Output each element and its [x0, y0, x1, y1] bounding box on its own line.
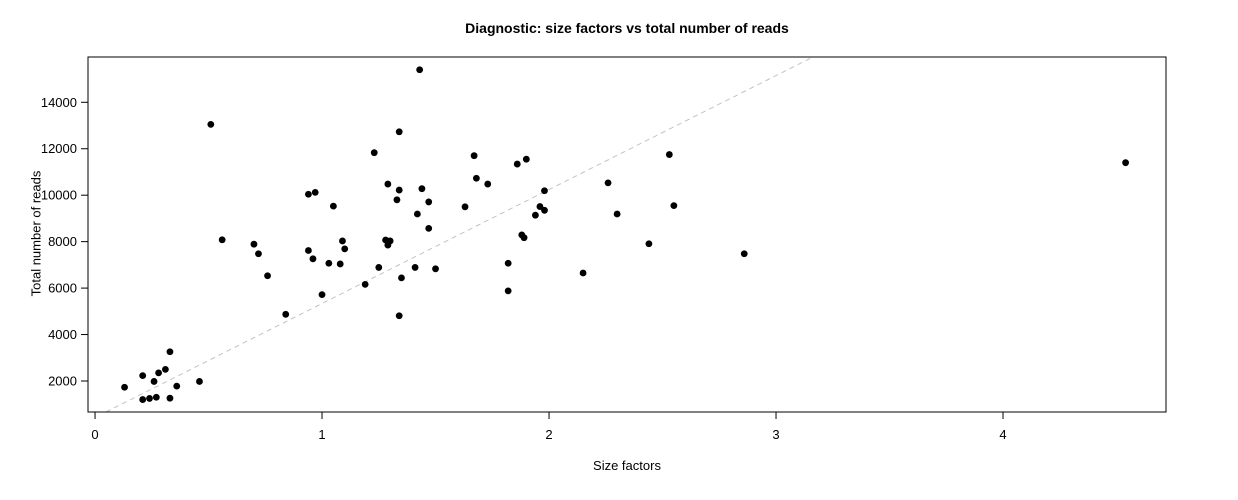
- y-tick-label: 14000: [41, 95, 77, 110]
- data-point: [155, 369, 162, 377]
- data-point: [173, 382, 181, 390]
- data-point: [418, 185, 426, 193]
- data-point: [218, 236, 226, 244]
- data-point: [740, 250, 748, 258]
- y-tick-label: 10000: [41, 188, 77, 203]
- data-point: [250, 240, 258, 248]
- data-point: [395, 312, 403, 320]
- x-tick-label: 3: [772, 427, 779, 442]
- x-tick-label: 2: [545, 427, 552, 442]
- data-point: [541, 187, 548, 195]
- data-point: [196, 378, 203, 385]
- y-tick-label: 8000: [48, 234, 77, 249]
- x-tick-label: 1: [318, 427, 325, 442]
- data-point: [309, 255, 317, 263]
- chart-title: Diagnostic: size factors vs total number…: [465, 20, 789, 36]
- y-axis-title: Total number of reads: [28, 170, 44, 297]
- data-point: [311, 189, 319, 196]
- data-point: [325, 259, 333, 267]
- y-tick-label: 6000: [48, 281, 77, 296]
- data-point: [413, 210, 421, 218]
- data-point: [318, 291, 326, 298]
- data-point: [398, 274, 405, 282]
- data-point: [520, 234, 528, 242]
- data-point: [305, 247, 312, 254]
- data-point: [375, 264, 383, 271]
- data-point: [139, 396, 147, 403]
- data-point: [282, 310, 290, 318]
- data-point: [613, 210, 621, 218]
- data-point: [536, 203, 544, 210]
- data-point: [461, 203, 469, 211]
- data-point: [484, 180, 492, 188]
- x-axis-title: Size factors: [593, 458, 661, 473]
- data-point: [329, 202, 337, 210]
- data-point: [665, 151, 673, 158]
- data-point: [146, 395, 153, 402]
- data-point: [393, 196, 401, 204]
- y-tick-label: 12000: [41, 141, 77, 156]
- data-point: [139, 372, 147, 380]
- data-point: [370, 149, 378, 157]
- data-point: [1122, 159, 1129, 167]
- data-point: [305, 190, 312, 198]
- data-point: [645, 240, 653, 248]
- data-point: [432, 265, 439, 273]
- data-point: [395, 186, 403, 194]
- y-tick-label: 4000: [48, 327, 77, 342]
- data-point: [361, 280, 369, 288]
- reference-line: [105, 56, 814, 413]
- data-point: [579, 269, 587, 277]
- data-point: [207, 120, 215, 128]
- data-point: [604, 179, 612, 187]
- data-point: [504, 259, 512, 267]
- data-point: [532, 211, 539, 219]
- data-point: [425, 198, 433, 206]
- x-tick-label: 4: [999, 427, 1006, 442]
- data-point: [395, 128, 403, 136]
- data-point: [264, 272, 271, 280]
- data-point: [470, 152, 478, 160]
- data-point: [336, 260, 344, 268]
- data-point: [341, 245, 349, 253]
- data-point: [152, 393, 160, 401]
- data-point: [121, 383, 128, 391]
- data-point: [166, 394, 174, 402]
- data-point: [339, 237, 346, 245]
- data-point: [166, 348, 174, 356]
- data-point: [255, 250, 262, 258]
- data-point: [541, 206, 548, 214]
- data-point: [384, 180, 392, 188]
- data-point: [162, 365, 169, 373]
- data-point: [670, 202, 678, 210]
- plot-border: [87, 56, 1167, 413]
- data-point: [522, 155, 530, 163]
- data-point: [472, 174, 480, 182]
- data-point: [416, 66, 424, 74]
- data-point: [504, 287, 512, 295]
- x-tick-label: 0: [91, 427, 98, 442]
- data-point: [513, 160, 521, 168]
- data-point: [150, 378, 158, 385]
- data-point: [425, 225, 433, 232]
- data-point: [384, 241, 392, 249]
- y-tick-label: 2000: [48, 373, 77, 388]
- data-point: [411, 264, 419, 271]
